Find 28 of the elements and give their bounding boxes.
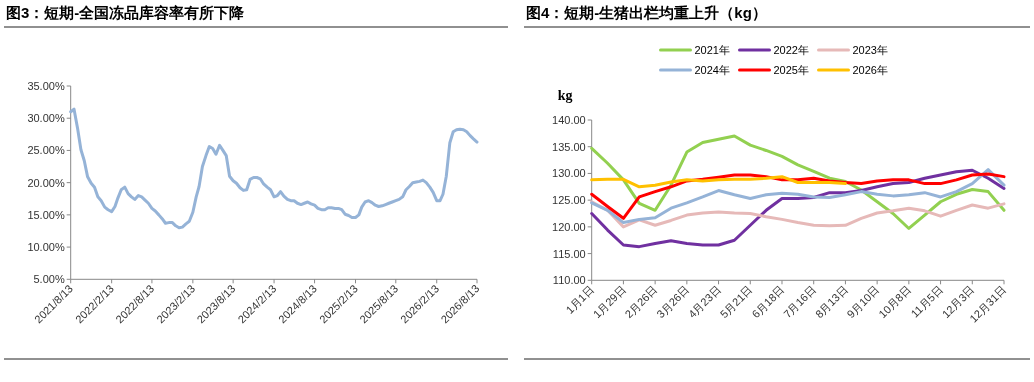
legend-label: 2022年 [773, 44, 809, 56]
y-tick-label: 35.00% [27, 80, 65, 92]
line-series [590, 200, 1006, 229]
y-axis-title: kg [557, 88, 573, 103]
y-tick-label: 135.00 [552, 140, 586, 153]
chart-title: 图3：短期-全国冻品库容率有所下降 [6, 4, 246, 21]
y-tick-label: 140.00 [552, 114, 586, 126]
y-tick-label: 25.00% [27, 144, 65, 157]
legend-label: 2026年 [852, 64, 888, 76]
y-tick-label: 15.00% [27, 208, 65, 221]
chart-title: 图4：短期-生猪出栏均重上升（kg） [526, 4, 767, 21]
legend-label: 2025年 [773, 64, 809, 76]
y-tick-label: 5.00% [33, 273, 65, 286]
y-tick-label: 10.00% [27, 241, 65, 254]
line-series [590, 134, 1006, 230]
legend-label: 2023年 [852, 44, 888, 56]
y-tick-label: 115.00 [552, 247, 586, 260]
y-tick-label: 130.00 [552, 167, 586, 180]
line-series [590, 168, 1006, 249]
legend-label: 2024年 [694, 64, 730, 76]
y-tick-label: 125.00 [552, 194, 586, 207]
y-tick-label: 120.00 [552, 220, 586, 233]
y-tick-label: 110.00 [552, 274, 586, 287]
legend-label: 2021年 [694, 44, 730, 56]
line-series [69, 107, 479, 230]
y-tick-label: 20.00% [27, 176, 65, 189]
y-tick-label: 30.00% [27, 112, 65, 125]
line-series [590, 175, 847, 189]
